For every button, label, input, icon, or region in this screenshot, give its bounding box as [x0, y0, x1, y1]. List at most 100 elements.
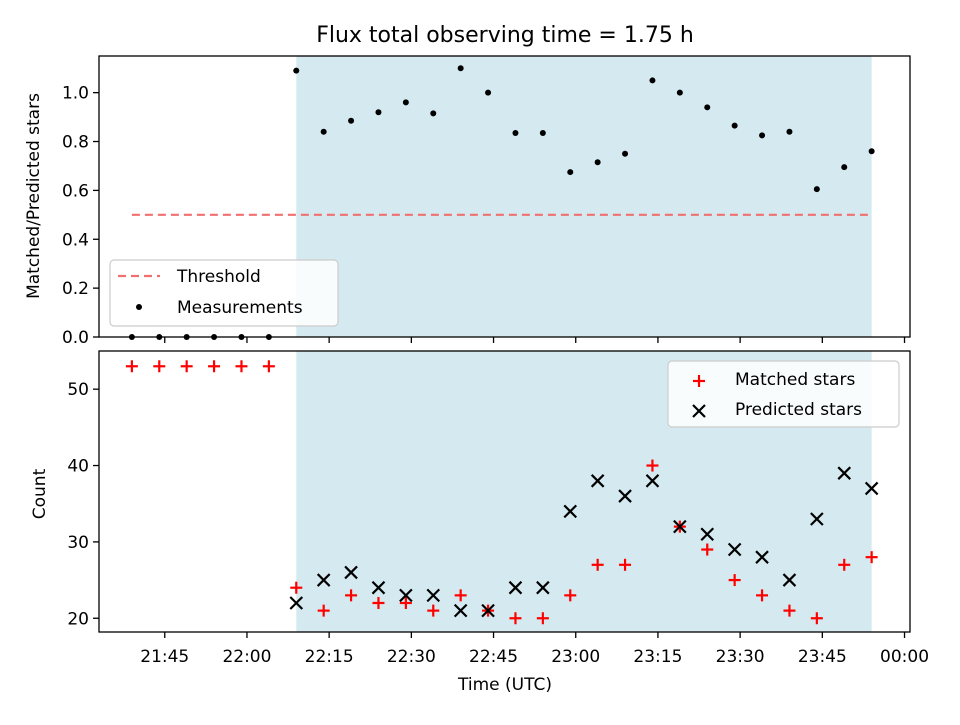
y-tick-label: 30	[67, 533, 89, 553]
matched-stars-point	[290, 581, 303, 594]
matched-stars-point	[399, 596, 412, 609]
matched-stars-point	[345, 589, 358, 602]
top-legend: Threshold Measurements	[109, 259, 339, 327]
x-stroke	[316, 573, 331, 587]
measurement-point	[375, 109, 382, 116]
predicted-stars-point	[673, 519, 687, 534]
observing-window-band	[296, 56, 872, 337]
measurement-point	[594, 159, 601, 166]
predicted-stars-point	[481, 603, 495, 618]
measurement-point	[649, 77, 656, 84]
x-stroke	[289, 596, 304, 610]
predicted-stars-point	[618, 489, 632, 503]
legend-threshold-label: Threshold	[176, 267, 261, 287]
axes-frame	[98, 350, 911, 633]
predicted-stars-point	[453, 603, 468, 618]
predicted-stars-point	[536, 580, 550, 595]
x-stroke	[782, 573, 797, 587]
predicted-stars-point	[727, 542, 742, 557]
matched-stars-point	[180, 360, 193, 373]
x-stroke	[618, 489, 632, 503]
matched-stars-point	[125, 360, 138, 373]
matched-stars-point	[536, 612, 549, 625]
legend-measurement-label: Measurements	[177, 298, 303, 318]
matched-stars-point	[783, 604, 796, 617]
x-tick-label: 23:00	[551, 647, 600, 667]
x-tick-label: 22:15	[305, 647, 354, 667]
x-stroke	[481, 603, 495, 618]
x-stroke	[837, 466, 852, 480]
measurement-point	[485, 89, 492, 96]
predicted-stars-point	[289, 596, 304, 610]
x-stroke	[344, 565, 358, 580]
x-stroke	[453, 603, 468, 618]
predicted-stars-point	[590, 474, 605, 488]
predicted-stars-point	[837, 466, 852, 480]
matched-stars-point	[646, 459, 659, 472]
top-y-axis-label: Matched/Predicted stars	[24, 93, 44, 299]
predicted-stars-point	[316, 573, 331, 587]
matched-stars-point	[619, 558, 632, 571]
y-tick-label: 50	[67, 380, 89, 400]
x-tick-label: 22:00	[222, 647, 271, 667]
axes-frame	[98, 55, 911, 338]
y-tick-label: 1.0	[62, 84, 89, 104]
matched-stars-point	[756, 589, 769, 602]
x-tick-label: 23:30	[716, 647, 765, 667]
matched-stars-point	[838, 558, 851, 571]
x-stroke	[673, 519, 687, 534]
legend-box	[109, 259, 339, 327]
y-tick-label: 0.4	[62, 230, 89, 250]
legend-predicted-swatch	[692, 404, 706, 418]
x-stroke	[864, 481, 879, 496]
matched-stars-point	[810, 612, 823, 625]
matched-stars-point	[564, 589, 577, 602]
x-tick-label: 22:45	[469, 647, 518, 667]
y-tick-label: 0.6	[62, 181, 89, 201]
x-tick-label: 23:45	[798, 647, 847, 667]
measurement-point	[512, 129, 519, 136]
measurement-point	[539, 129, 546, 136]
matched-stars-point	[728, 574, 741, 587]
measurement-point	[567, 169, 574, 176]
measurement-point	[731, 122, 738, 129]
y-tick-label: 0.0	[62, 328, 89, 348]
predicted-stars-point	[864, 481, 879, 496]
x-tick-label: 22:30	[387, 647, 436, 667]
predicted-stars-point	[508, 580, 523, 595]
matched-stars-point	[153, 360, 166, 373]
bottom-legend: Matched stars Predicted stars	[667, 360, 900, 428]
x-stroke	[508, 580, 523, 595]
chart-title: Flux total observing time = 1.75 h	[316, 23, 694, 48]
bottom-y-axis-label: Count	[30, 468, 50, 519]
x-stroke	[810, 512, 824, 526]
measurement-point	[457, 65, 464, 72]
measurement-point	[704, 104, 711, 111]
predicted-stars-point	[782, 573, 797, 587]
matched-stars-point	[427, 604, 440, 617]
predicted-stars-point	[700, 527, 715, 542]
predicted-stars-point	[755, 550, 769, 564]
x-stroke	[426, 588, 441, 603]
measurement-point	[348, 117, 355, 124]
x-stroke	[399, 588, 413, 603]
predicted-stars-point	[371, 580, 386, 595]
x-axis-label: Time (UTC)	[457, 675, 552, 695]
x-tick-label: 00:00	[880, 647, 929, 667]
x-tick-label: 21:45	[140, 647, 189, 667]
matched-stars-point	[235, 360, 248, 373]
x-stroke	[371, 580, 386, 595]
predicted-stars-point	[810, 512, 824, 526]
measurement-point	[813, 186, 820, 193]
y-tick-label: 40	[67, 457, 89, 477]
x-stroke	[700, 527, 715, 542]
measurement-point	[293, 67, 300, 74]
measurement-point	[759, 132, 766, 139]
matched-stars-point	[317, 604, 330, 617]
y-tick-label: 0.2	[62, 279, 89, 299]
x-stroke	[563, 504, 578, 519]
x-stroke	[727, 542, 742, 557]
legend-matched-label: Matched stars	[735, 370, 855, 390]
